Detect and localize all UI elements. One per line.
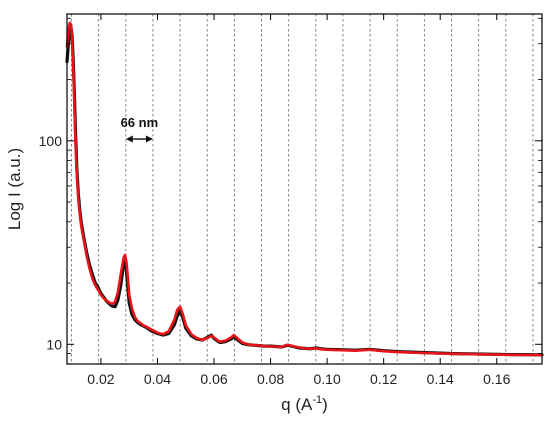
dashed-gridlines xyxy=(71,14,534,364)
x-axis-title-main: q (A xyxy=(281,395,313,414)
y-tick-label: 10 xyxy=(46,336,62,352)
x-axis-title: q (A-1) xyxy=(281,394,328,414)
x-tick-label: 0.02 xyxy=(87,371,114,387)
x-tick-label: 0.06 xyxy=(200,371,227,387)
y-axis-title: Log I (a.u.) xyxy=(5,148,24,230)
x-axis-ticks: 0.02 0.04 0.06 0.08 0.10 0.12 0.14 0.16 xyxy=(87,14,511,387)
x-axis-title-superscript: -1 xyxy=(312,394,322,406)
annotation-arrow-left xyxy=(125,135,133,143)
plot-frame-group xyxy=(66,13,543,365)
annotation-label: 66 nm xyxy=(121,115,159,130)
x-tick-label: 0.12 xyxy=(370,371,397,387)
y-axis-ticks: 10 100 xyxy=(39,17,542,365)
plot-frame xyxy=(66,13,543,365)
x-tick-label: 0.04 xyxy=(144,371,171,387)
x-tick-label: 0.08 xyxy=(257,371,284,387)
series-line-2 xyxy=(65,21,544,357)
annotation-arrow-right xyxy=(145,135,153,143)
series-group xyxy=(65,21,544,357)
series-line-1 xyxy=(65,27,544,357)
x-tick-label: 0.10 xyxy=(313,371,340,387)
x-tick-label: 0.16 xyxy=(483,371,510,387)
y-tick-label: 100 xyxy=(39,133,63,149)
x-axis-title-end: ) xyxy=(322,395,328,414)
annotation-group: 66 nm xyxy=(121,115,159,143)
x-tick-label: 0.14 xyxy=(427,371,454,387)
